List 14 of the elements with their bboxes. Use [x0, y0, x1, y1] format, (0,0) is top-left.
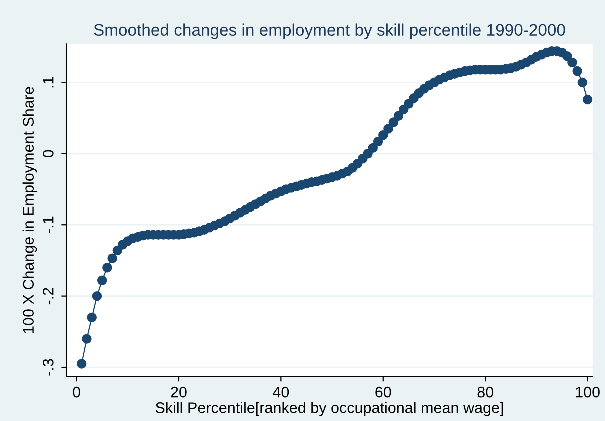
y-tick-label: -.3	[42, 359, 54, 376]
x-axis-title: Skill Percentile[ranked by occupational mean wage]	[156, 402, 504, 416]
y-tick-label: -.1	[43, 216, 54, 234]
x-tick-label: 60	[376, 386, 392, 398]
chart-title: Smoothed changes in employment by skill percentile 1990-2000	[94, 24, 566, 40]
y-tick-label: -.2	[42, 288, 54, 305]
x-tick-label: 0	[73, 386, 80, 398]
x-tick-label: 80	[478, 386, 494, 398]
x-tick-label: 20	[171, 386, 187, 398]
x-tick-label: 40	[273, 386, 290, 398]
y-axis-title: 100 X Change in Employment Share	[22, 87, 38, 334]
x-tick-label: 100	[576, 386, 600, 398]
y-tick-label: 0	[42, 150, 54, 158]
y-tick-label: .1	[43, 77, 54, 88]
